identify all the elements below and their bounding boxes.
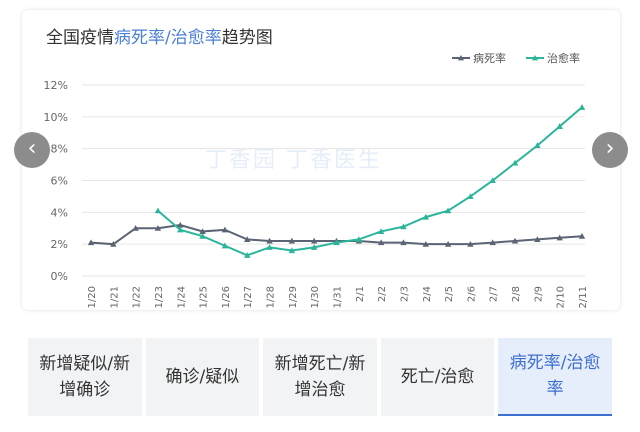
data-point-death-rate [288, 237, 296, 244]
data-point-cure-rate [422, 213, 429, 220]
x-tick-label: 2/9 [533, 286, 544, 302]
y-tick-label: 4% [51, 206, 68, 219]
x-tick-label: 1/23 [154, 286, 165, 308]
y-tick-label: 12% [44, 79, 68, 92]
data-point-death-rate [534, 236, 541, 242]
x-tick-label: 2/1 [355, 286, 366, 302]
x-tick-label: 2/5 [444, 286, 455, 302]
x-tick-label: 1/30 [310, 286, 321, 308]
data-point-death-rate [578, 233, 586, 239]
data-point-death-rate [489, 239, 496, 246]
x-tick-label: 2/7 [489, 286, 500, 302]
title-highlight: 病死率/治愈率 [114, 28, 222, 48]
data-point-cure-rate [333, 239, 340, 246]
tab-death-cured[interactable]: 死亡/治愈 [380, 338, 495, 416]
legend-marker [532, 55, 538, 61]
x-tick-label: 2/3 [399, 286, 410, 302]
data-point-cure-rate [266, 244, 273, 250]
x-tick-label: 2/11 [578, 286, 589, 308]
y-tick-label: 8% [51, 143, 68, 156]
data-point-cure-rate [154, 207, 162, 214]
data-point-cure-rate [355, 236, 363, 242]
data-point-death-rate [87, 239, 95, 246]
data-point-death-rate [511, 237, 519, 244]
next-chart-button[interactable]: › [592, 132, 628, 168]
tab-new-suspected-new-confirmed[interactable]: 新增疑似/新增确诊 [28, 338, 142, 416]
data-point-death-rate [154, 225, 162, 231]
x-tick-label: 2/8 [511, 286, 522, 302]
data-point-death-rate [422, 240, 429, 247]
legend-label: 病死率 [473, 51, 506, 65]
data-point-cure-rate [288, 247, 296, 254]
chevron-right-icon: › [605, 136, 615, 161]
data-point-death-rate [177, 221, 184, 228]
chart-tabs: 新增疑似/新增确诊 确诊/疑似 新增死亡/新增治愈 死亡/治愈 病死率/治愈率 [28, 338, 612, 416]
x-tick-label: 1/26 [221, 286, 232, 308]
data-point-cure-rate [534, 142, 541, 149]
watermark: 丁香园 丁香医生 [205, 148, 382, 173]
data-point-death-rate [221, 226, 229, 233]
y-tick-label: 0% [51, 270, 68, 283]
data-point-cure-rate [444, 207, 452, 214]
data-point-death-rate [110, 240, 117, 247]
data-point-cure-rate [177, 226, 184, 233]
data-point-cure-rate [310, 244, 318, 250]
chart-title: 全国疫情病死率/治愈率趋势图 [46, 23, 273, 48]
data-point-cure-rate [489, 177, 496, 184]
data-point-death-rate [400, 239, 407, 246]
data-point-cure-rate [467, 193, 474, 199]
x-tick-label: 1/31 [333, 286, 344, 308]
data-point-death-rate [467, 240, 474, 247]
data-point-death-rate [310, 237, 318, 244]
data-point-death-rate [556, 234, 563, 241]
data-point-cure-rate [377, 228, 385, 234]
chevron-left-icon: ‹ [27, 136, 37, 161]
data-point-death-rate [266, 237, 273, 244]
legend-marker [458, 55, 464, 61]
data-point-death-rate [377, 239, 385, 246]
x-tick-label: 1/24 [176, 286, 187, 308]
series-line-cure-rate [157, 106, 583, 257]
y-tick-label: 10% [44, 111, 68, 124]
title-prefix: 全国疫情 [46, 28, 114, 48]
data-point-cure-rate [556, 123, 563, 129]
data-point-death-rate [444, 240, 452, 247]
tab-fatality-cure-rate[interactable]: 病死率/治愈率 [498, 338, 612, 416]
data-point-cure-rate [221, 242, 229, 249]
x-tick-label: 2/6 [466, 286, 477, 302]
y-tick-label: 6% [51, 175, 68, 188]
data-point-cure-rate [578, 104, 586, 110]
x-tick-label: 1/29 [288, 286, 299, 308]
x-tick-label: 1/28 [266, 286, 277, 308]
x-tick-label: 1/21 [109, 286, 120, 308]
tab-confirmed-suspected[interactable]: 确诊/疑似 [145, 338, 260, 416]
y-tick-label: 2% [51, 238, 68, 251]
x-tick-label: 1/20 [87, 286, 98, 308]
data-point-death-rate [132, 225, 139, 231]
data-point-cure-rate [400, 223, 407, 230]
legend-label: 治愈率 [547, 51, 580, 65]
data-point-death-rate [199, 228, 206, 234]
line-chart: 0% 2% 4% 6% 8% 10% 12% 1/20 1/21 1/22 1/23 1/24 1/25… [44, 51, 589, 308]
x-tick-label: 1/25 [199, 286, 210, 308]
x-tick-label: 2/2 [377, 286, 388, 302]
data-point-cure-rate [244, 252, 251, 258]
data-point-death-rate [244, 236, 251, 242]
tab-new-death-new-cured[interactable]: 新增死亡/新增治愈 [263, 338, 377, 416]
prev-chart-button[interactable]: ‹ [14, 132, 50, 168]
x-tick-label: 1/22 [132, 286, 143, 308]
x-tick-label: 2/10 [556, 286, 567, 308]
data-point-cure-rate [199, 233, 206, 239]
x-tick-label: 2/4 [422, 286, 433, 302]
title-suffix: 趋势图 [221, 28, 273, 48]
data-point-cure-rate [511, 159, 519, 166]
x-tick-label: 1/27 [243, 286, 254, 308]
